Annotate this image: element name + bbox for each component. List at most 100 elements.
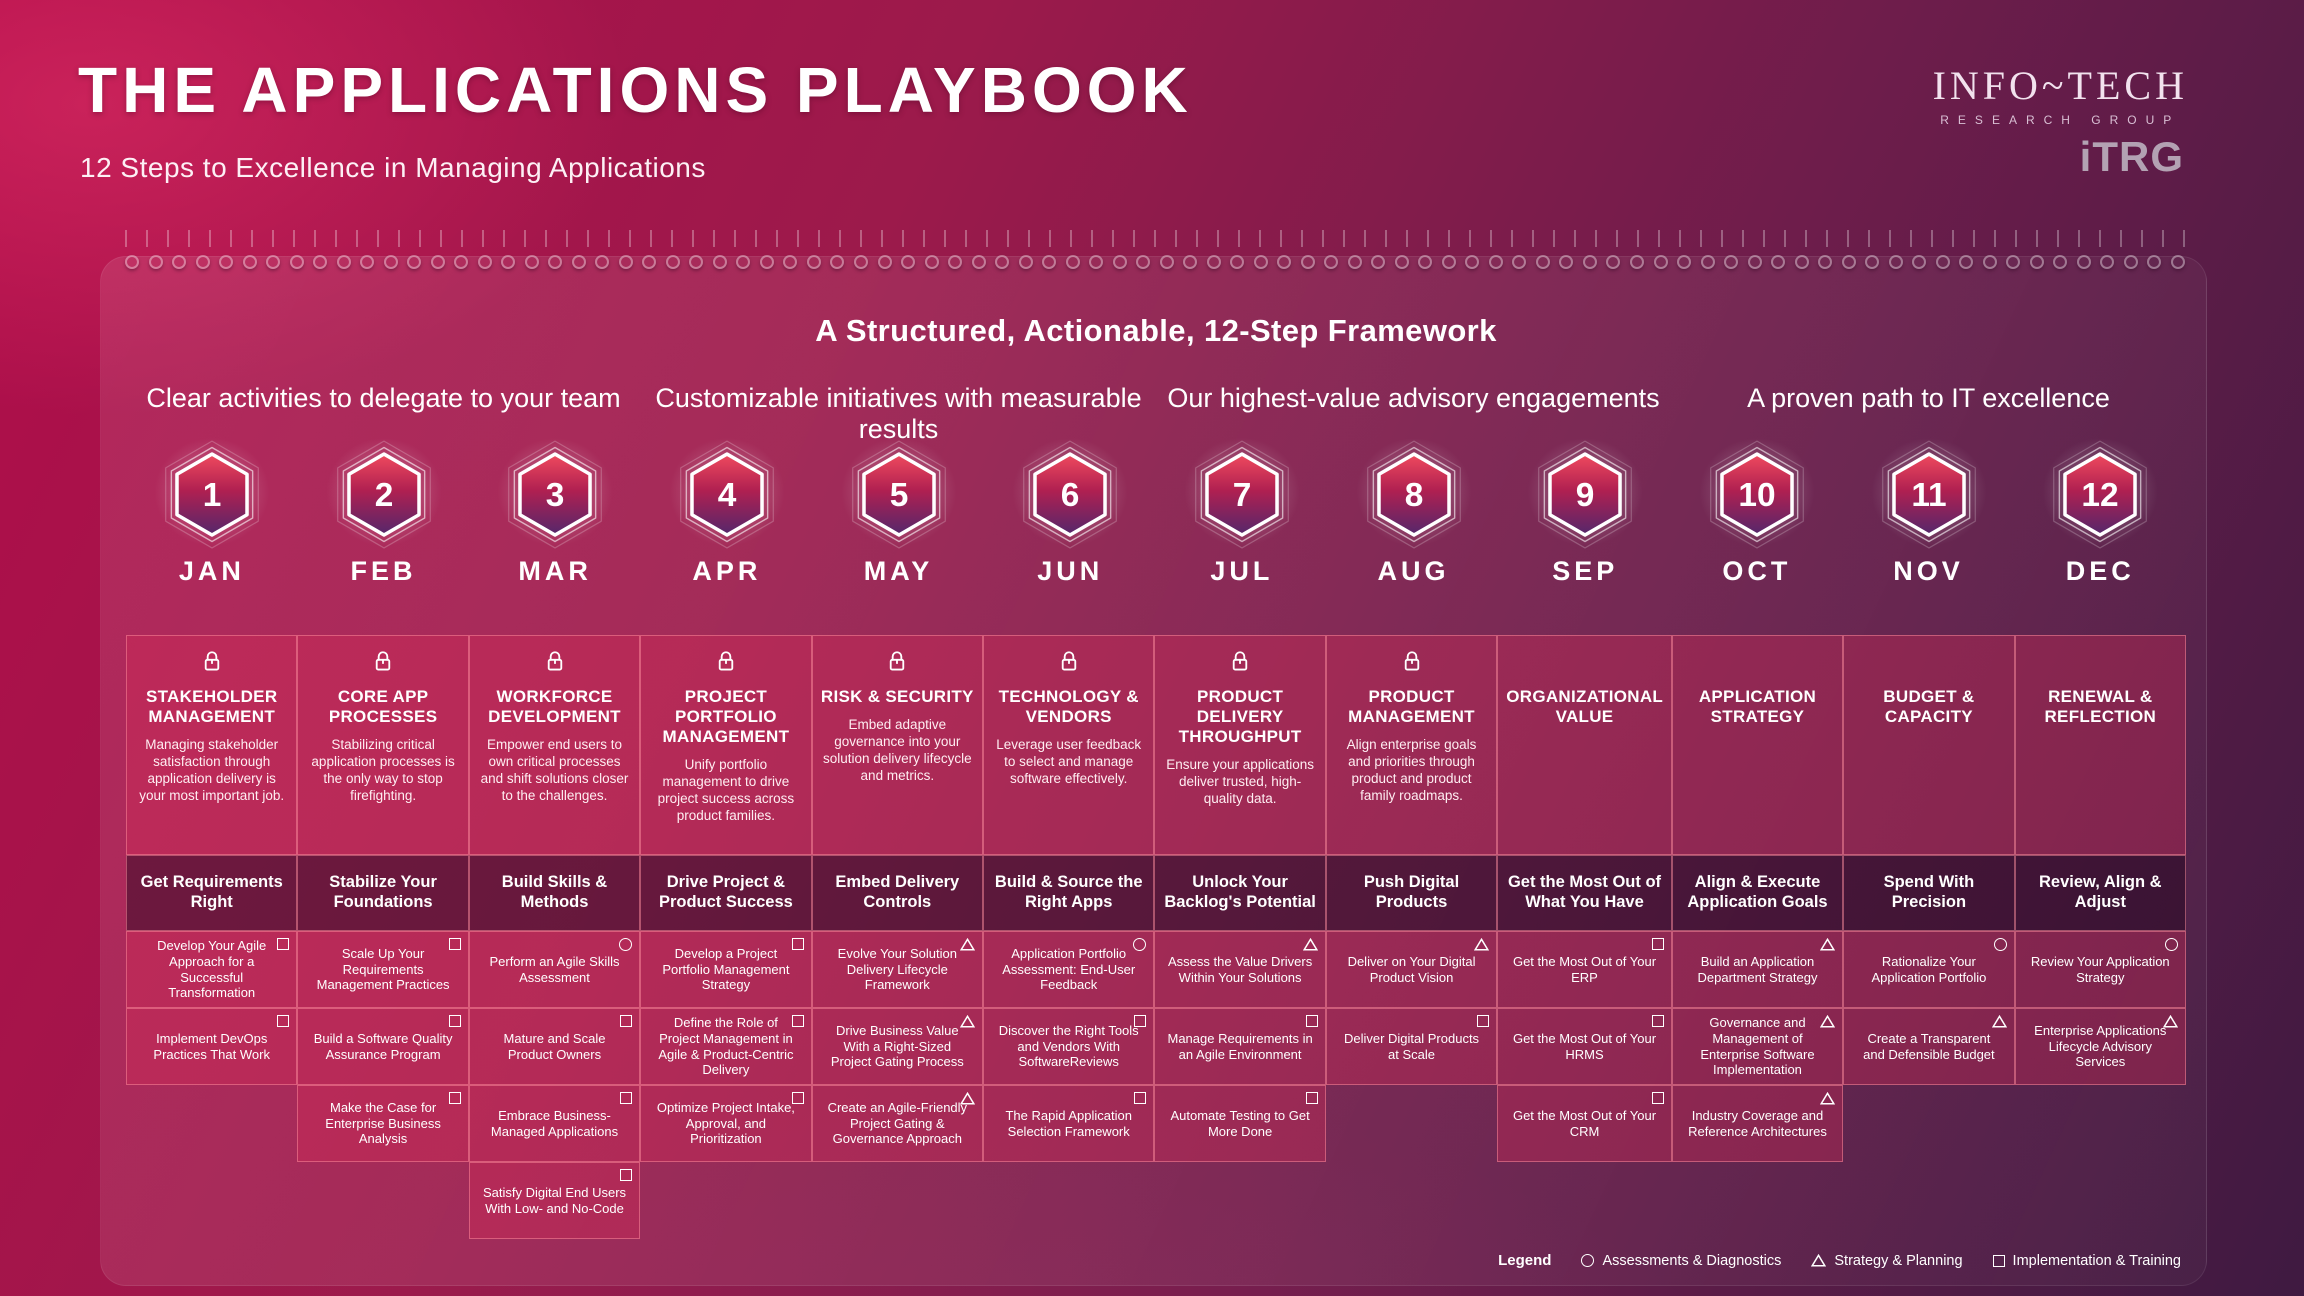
phase-label: Drive Project & Product Success xyxy=(658,873,793,911)
binder-ring xyxy=(1959,255,1974,269)
binder-ring xyxy=(642,255,657,269)
binder-ring xyxy=(1324,255,1339,269)
category-cell: ORGANIZATIONAL VALUE xyxy=(1497,635,1672,855)
category-cell: STAKEHOLDER MANAGEMENT Managing stakehol… xyxy=(126,635,298,855)
binder-ring xyxy=(830,255,845,269)
phase-cell: Align & Execute Application Goals xyxy=(1671,855,1844,931)
category-desc: Align enterprise goals and priorities th… xyxy=(1346,737,1477,804)
hexagon-badge: 2 xyxy=(336,440,431,549)
phase-cell: Review, Align & Adjust xyxy=(2014,855,2186,931)
binder-ring xyxy=(1653,255,1668,269)
phase-label: Embed Delivery Controls xyxy=(835,873,960,911)
activity-text: Optimize Project Intake, Approval, and P… xyxy=(656,1100,795,1147)
binder-ticks xyxy=(125,230,2185,247)
playbook-table: STAKEHOLDER MANAGEMENT Managing stakehol… xyxy=(126,635,2186,1239)
category-title: PRODUCT DELIVERY THROUGHPUT xyxy=(1178,687,1302,747)
binder-ring xyxy=(1206,255,1221,269)
phase-cell: Drive Project & Product Success xyxy=(640,855,812,931)
binder-ring xyxy=(2123,255,2138,269)
triangle-icon xyxy=(959,1014,976,1028)
empty-cell xyxy=(2015,1162,2186,1239)
month-item: 11 NOV xyxy=(1843,417,2015,613)
activity-text: Manage Requirements in an Agile Environm… xyxy=(1167,1030,1313,1062)
binder-ring xyxy=(712,255,727,269)
month-label: JAN xyxy=(178,556,245,587)
category-title: PROJECT PORTFOLIO MANAGEMENT xyxy=(662,687,790,747)
binder-ring xyxy=(313,255,328,269)
phase-label: Build Skills & Methods xyxy=(501,873,608,911)
empty-cell xyxy=(126,1162,297,1239)
activity-cell: Mature and Scale Product Owners xyxy=(468,1008,641,1085)
binder-ring xyxy=(1512,255,1527,269)
category-desc: Stabilizing critical application process… xyxy=(311,737,455,804)
category-title: TECHNOLOGY & VENDORS xyxy=(998,687,1139,727)
binder-ring xyxy=(148,255,163,269)
group-title-excellence: A proven path to IT excellence xyxy=(1747,383,2110,413)
phase-cell: Get Requirements Right xyxy=(126,855,298,931)
legend: Legend Assessments & Diagnostics Strateg… xyxy=(1498,1252,2181,1269)
hexagon-badge: 3 xyxy=(508,440,603,549)
framework-panel: A Structured, Actionable, 12-Step Framew… xyxy=(100,256,2207,1286)
activity-cell: Build an Application Department Strategy xyxy=(1671,931,1844,1008)
binder-ring xyxy=(383,255,398,269)
binder-ring xyxy=(1488,255,1503,269)
category-cell: RENEWAL & REFLECTION xyxy=(2014,635,2186,855)
binder-ring xyxy=(1841,255,1856,269)
month-label: MAR xyxy=(518,556,592,587)
hexagon-number: 10 xyxy=(1738,477,1775,514)
empty-cell xyxy=(1497,1162,1672,1239)
phase-label: Review, Align & Adjust xyxy=(2039,873,2162,911)
activity-text: Deliver Digital Products at Scale xyxy=(1343,1030,1480,1062)
binder-ring xyxy=(1042,255,1057,269)
category-cell: APPLICATION STRATEGY xyxy=(1671,635,1844,855)
category-title: APPLICATION STRATEGY xyxy=(1698,687,1817,727)
square-icon xyxy=(791,938,804,950)
binder-ring xyxy=(2170,255,2185,269)
phase-cell: Build & Source the Right Apps xyxy=(983,855,1155,931)
square-icon xyxy=(1651,1092,1664,1104)
hexagon-number: 1 xyxy=(203,477,222,514)
month-label: JUN xyxy=(1037,556,1104,587)
month-label: SEP xyxy=(1552,556,1619,587)
square-icon xyxy=(1477,1015,1490,1027)
binder-ring xyxy=(595,255,610,269)
binder-ring xyxy=(1441,255,1456,269)
binder-ring xyxy=(1935,255,1950,269)
phase-label: Align & Execute Application Goals xyxy=(1687,873,1828,911)
binder-ring xyxy=(853,255,868,269)
legend-item-label: Strategy & Planning xyxy=(1834,1252,1963,1269)
month-label: FEB xyxy=(350,556,417,587)
activity-cell: Develop a Project Portfolio Management S… xyxy=(640,931,812,1008)
activity-cell: Build a Software Quality Assurance Progr… xyxy=(297,1008,469,1085)
activity-cell: Review Your Application Strategy xyxy=(2014,931,2186,1008)
hexagon-badge: 8 xyxy=(1366,440,1461,549)
binder-ring xyxy=(1347,255,1362,269)
binder-ring xyxy=(195,255,210,269)
hexagon-number: 6 xyxy=(1061,477,1080,514)
binder-ring xyxy=(172,255,187,269)
activity-text: Automate Testing to Get More Done xyxy=(1170,1107,1310,1139)
activity-cell: Assess the Value Drivers Within Your Sol… xyxy=(1154,931,1326,1008)
category-cell: RISK & SECURITY Embed adaptive governanc… xyxy=(811,635,984,855)
activity-text: Review Your Application Strategy xyxy=(2030,953,2170,985)
binder-ring xyxy=(1818,255,1833,269)
activity-cell: Drive Business Value With a Right-Sized … xyxy=(811,1008,984,1085)
binder-ring xyxy=(1277,255,1292,269)
phase-label: Stabilize Your Foundations xyxy=(329,873,437,911)
month-item: 7 JUL xyxy=(1156,417,1328,613)
binder-ring xyxy=(1253,255,1268,269)
triangle-icon xyxy=(1820,937,1836,951)
binder-ring xyxy=(665,255,680,269)
empty-cell xyxy=(1154,1162,1325,1239)
circle-icon xyxy=(1993,938,2007,951)
square-icon xyxy=(448,1092,461,1104)
category-title: STAKEHOLDER MANAGEMENT xyxy=(145,687,278,727)
square-icon xyxy=(277,938,290,950)
binder-ring xyxy=(1724,255,1739,269)
activity-text: Create a Transparent and Defensible Budg… xyxy=(1863,1030,1995,1062)
month-item: 3 MAR xyxy=(469,417,641,613)
empty-cell xyxy=(1326,1162,1497,1239)
hexagon-badge: 5 xyxy=(851,440,946,549)
month-label: DEC xyxy=(2065,556,2135,587)
binder-rings xyxy=(125,255,2185,269)
